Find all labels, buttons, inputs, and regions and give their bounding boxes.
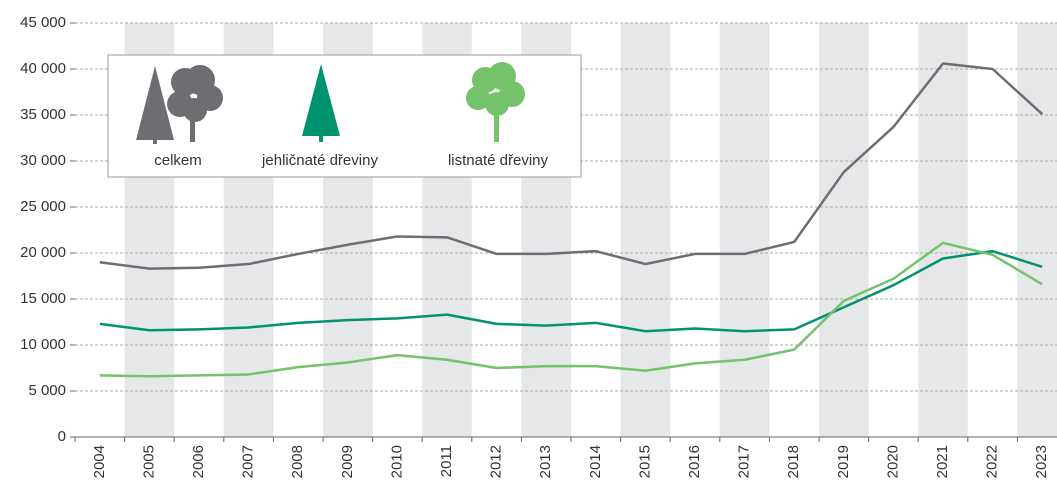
y-tick-label: 5 000 [28, 382, 66, 399]
y-tick-label: 30 000 [20, 152, 66, 169]
y-tick-label: 10 000 [20, 336, 66, 353]
x-tick-label: 2013 [537, 445, 554, 478]
y-tick-label: 45 000 [20, 14, 66, 31]
y-tick-label: 20 000 [20, 244, 66, 261]
x-tick-label: 2012 [488, 445, 505, 478]
x-tick-label: 2021 [934, 445, 951, 478]
x-tick-label: 2008 [289, 445, 306, 478]
x-tick-label: 2022 [984, 445, 1001, 478]
x-tick-label: 2009 [339, 445, 356, 478]
legend-label: celkem [154, 152, 202, 169]
x-tick-label: 2005 [140, 445, 157, 478]
x-tick-label: 2018 [785, 445, 802, 478]
x-tick-label: 2023 [1033, 445, 1050, 478]
y-tick-label: 0 [58, 428, 66, 445]
y-tick-label: 25 000 [20, 198, 66, 215]
band [918, 23, 968, 437]
legend: celkem jehličnaté dřeviny listnaté dřevi… [107, 54, 582, 178]
x-tick-label: 2016 [686, 445, 703, 478]
icon-listnate [466, 62, 525, 142]
x-tick-label: 2014 [587, 445, 604, 478]
x-tick-label: 2011 [438, 445, 455, 477]
x-tick-label: 2004 [91, 445, 108, 478]
lines [99, 62, 1044, 378]
icon-jehlicnate [302, 64, 340, 142]
band [819, 23, 869, 437]
line-series [99, 241, 1043, 378]
band [620, 23, 671, 437]
x-tick-label: 2015 [636, 445, 653, 478]
legend-label: listnaté dřeviny [448, 152, 549, 169]
icon-celkem [136, 65, 223, 144]
x-tick-label: 2020 [884, 445, 901, 478]
legend-label: jehličnaté dřeviny [261, 152, 378, 169]
line-series [99, 62, 1044, 270]
x-tick-label: 2006 [190, 445, 207, 478]
band [719, 23, 770, 437]
band [1017, 23, 1057, 437]
y-tick-label: 40 000 [20, 60, 66, 77]
x-tick-label: 2017 [736, 445, 753, 478]
x-tick-label: 2019 [835, 445, 852, 478]
y-tick-label: 35 000 [20, 106, 66, 123]
x-tick-label: 2010 [388, 445, 405, 478]
line-series [99, 249, 1043, 333]
x-tick-label: 2007 [240, 445, 257, 478]
y-tick-label: 15 000 [20, 290, 66, 307]
